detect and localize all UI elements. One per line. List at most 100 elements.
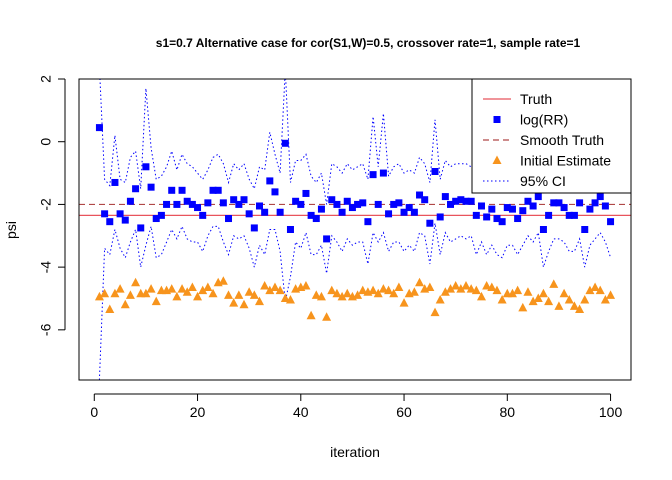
log-rr-point: [163, 200, 171, 208]
ci-lower-line: [98, 223, 612, 380]
initial-estimate-point: [172, 291, 182, 301]
log-rr-point: [591, 199, 599, 207]
initial-estimate-point: [590, 282, 600, 292]
log-rr-point: [400, 208, 408, 216]
log-rr-point: [441, 193, 449, 201]
log-rr-point: [493, 215, 501, 223]
initial-estimate-point: [203, 282, 213, 292]
initial-estimate-point: [585, 285, 595, 295]
log-rr-point: [317, 205, 325, 213]
initial-estimate-point: [533, 293, 543, 302]
log-rr-point: [230, 196, 238, 204]
log-rr-point: [271, 188, 279, 196]
initial-estimate-point: [193, 291, 203, 301]
initial-estimate-point: [528, 296, 538, 306]
log-rr-point: [106, 218, 114, 226]
legend-label: Initial Estimate: [520, 153, 611, 169]
log-rr-point: [447, 200, 455, 208]
log-rr-point: [426, 219, 434, 227]
initial-estimate-point: [327, 285, 337, 295]
plot-frame: [78, 78, 632, 381]
y-tick-label: 2: [38, 75, 54, 83]
initial-estimate-point: [466, 284, 476, 293]
log-rr-point: [286, 226, 294, 233]
legend-label: Truth: [520, 91, 552, 107]
initial-estimate-point: [544, 296, 554, 306]
log-rr-point: [121, 216, 129, 224]
log-rr-point: [183, 197, 191, 205]
initial-estimate-point: [249, 290, 259, 299]
log-rr-point: [312, 215, 320, 223]
log-rr-point: [157, 211, 165, 219]
log-rr-point: [550, 199, 558, 207]
initial-estimate-point: [394, 282, 404, 292]
log-rr-point: [452, 197, 460, 205]
initial-estimate-point: [182, 287, 192, 296]
initial-estimate-point: [446, 284, 456, 293]
x-tick-label: 40: [293, 404, 309, 420]
initial-estimate-point: [260, 280, 270, 290]
legend-key-log-rr: [493, 116, 501, 123]
initial-estimate-point: [358, 285, 368, 295]
log-rr-point: [514, 215, 522, 223]
initial-estimate-point: [497, 295, 507, 304]
log-rr-point: [385, 210, 393, 218]
initial-estimate-point: [600, 295, 610, 304]
x-tick-label: 0: [90, 404, 98, 420]
initial-estimate-point: [368, 285, 378, 295]
initial-estimate-point: [342, 288, 352, 298]
log-rr-point: [560, 204, 568, 212]
initial-estimate-point: [239, 299, 249, 309]
log-rr-point: [477, 202, 485, 210]
log-rr-point: [607, 218, 615, 226]
log-rr-point: [374, 200, 382, 208]
y-tick-label: -2: [38, 198, 54, 211]
legend-key-initial-estimate: [492, 155, 502, 164]
log-rr-point: [405, 204, 413, 212]
initial-estimate-point: [229, 298, 239, 307]
log-rr-point: [323, 235, 331, 243]
log-rr-point: [379, 169, 387, 177]
log-rr-point: [354, 200, 362, 208]
initial-estimate-point: [115, 284, 125, 293]
log-rr-point: [390, 200, 398, 208]
initial-estimate-point: [471, 285, 481, 295]
log-rr-point: [297, 200, 305, 208]
y-tick-label: -6: [38, 323, 54, 336]
log-rr-point: [472, 211, 480, 219]
initial-estimate-point: [507, 288, 517, 298]
x-axis-title: iteration: [330, 444, 380, 460]
log-rr-point: [565, 211, 573, 219]
initial-estimate-point: [384, 285, 394, 295]
log-rr-point: [240, 196, 248, 204]
initial-estimate-point: [234, 290, 244, 299]
x-tick-label: 60: [396, 404, 412, 420]
legend: Truth log(RR) Smooth Truth Initial Estimate…: [471, 78, 632, 194]
initial-estimate-point: [270, 282, 280, 292]
legend-label: 95% CI: [520, 173, 566, 189]
log-rr-point: [436, 213, 444, 221]
log-rr-point: [555, 199, 563, 207]
log-rr-point: [142, 163, 150, 171]
log-rr-point: [343, 197, 351, 205]
log-rr-point: [95, 124, 103, 132]
initial-estimate-point: [275, 285, 285, 295]
log-rr-point: [101, 210, 109, 218]
log-rr-point: [307, 211, 315, 219]
initial-estimate-point: [198, 285, 208, 295]
log-rr-point: [467, 197, 475, 205]
log-rr-point: [137, 224, 145, 232]
log-rr-point: [508, 205, 516, 213]
log-rr-point: [225, 215, 233, 223]
initial-estimate-point: [487, 282, 497, 292]
x-tick-label: 20: [190, 404, 206, 420]
x-tick-label: 80: [500, 404, 516, 420]
initial-estimate-point: [580, 295, 590, 304]
initial-estimate-point: [430, 307, 440, 317]
plot-series: [79, 79, 631, 380]
log-rr-point: [601, 202, 609, 210]
initial-estimate-point: [131, 277, 141, 287]
log-rr-point: [333, 200, 341, 208]
log-rr-point: [338, 208, 346, 216]
log-rr-point: [570, 211, 578, 219]
